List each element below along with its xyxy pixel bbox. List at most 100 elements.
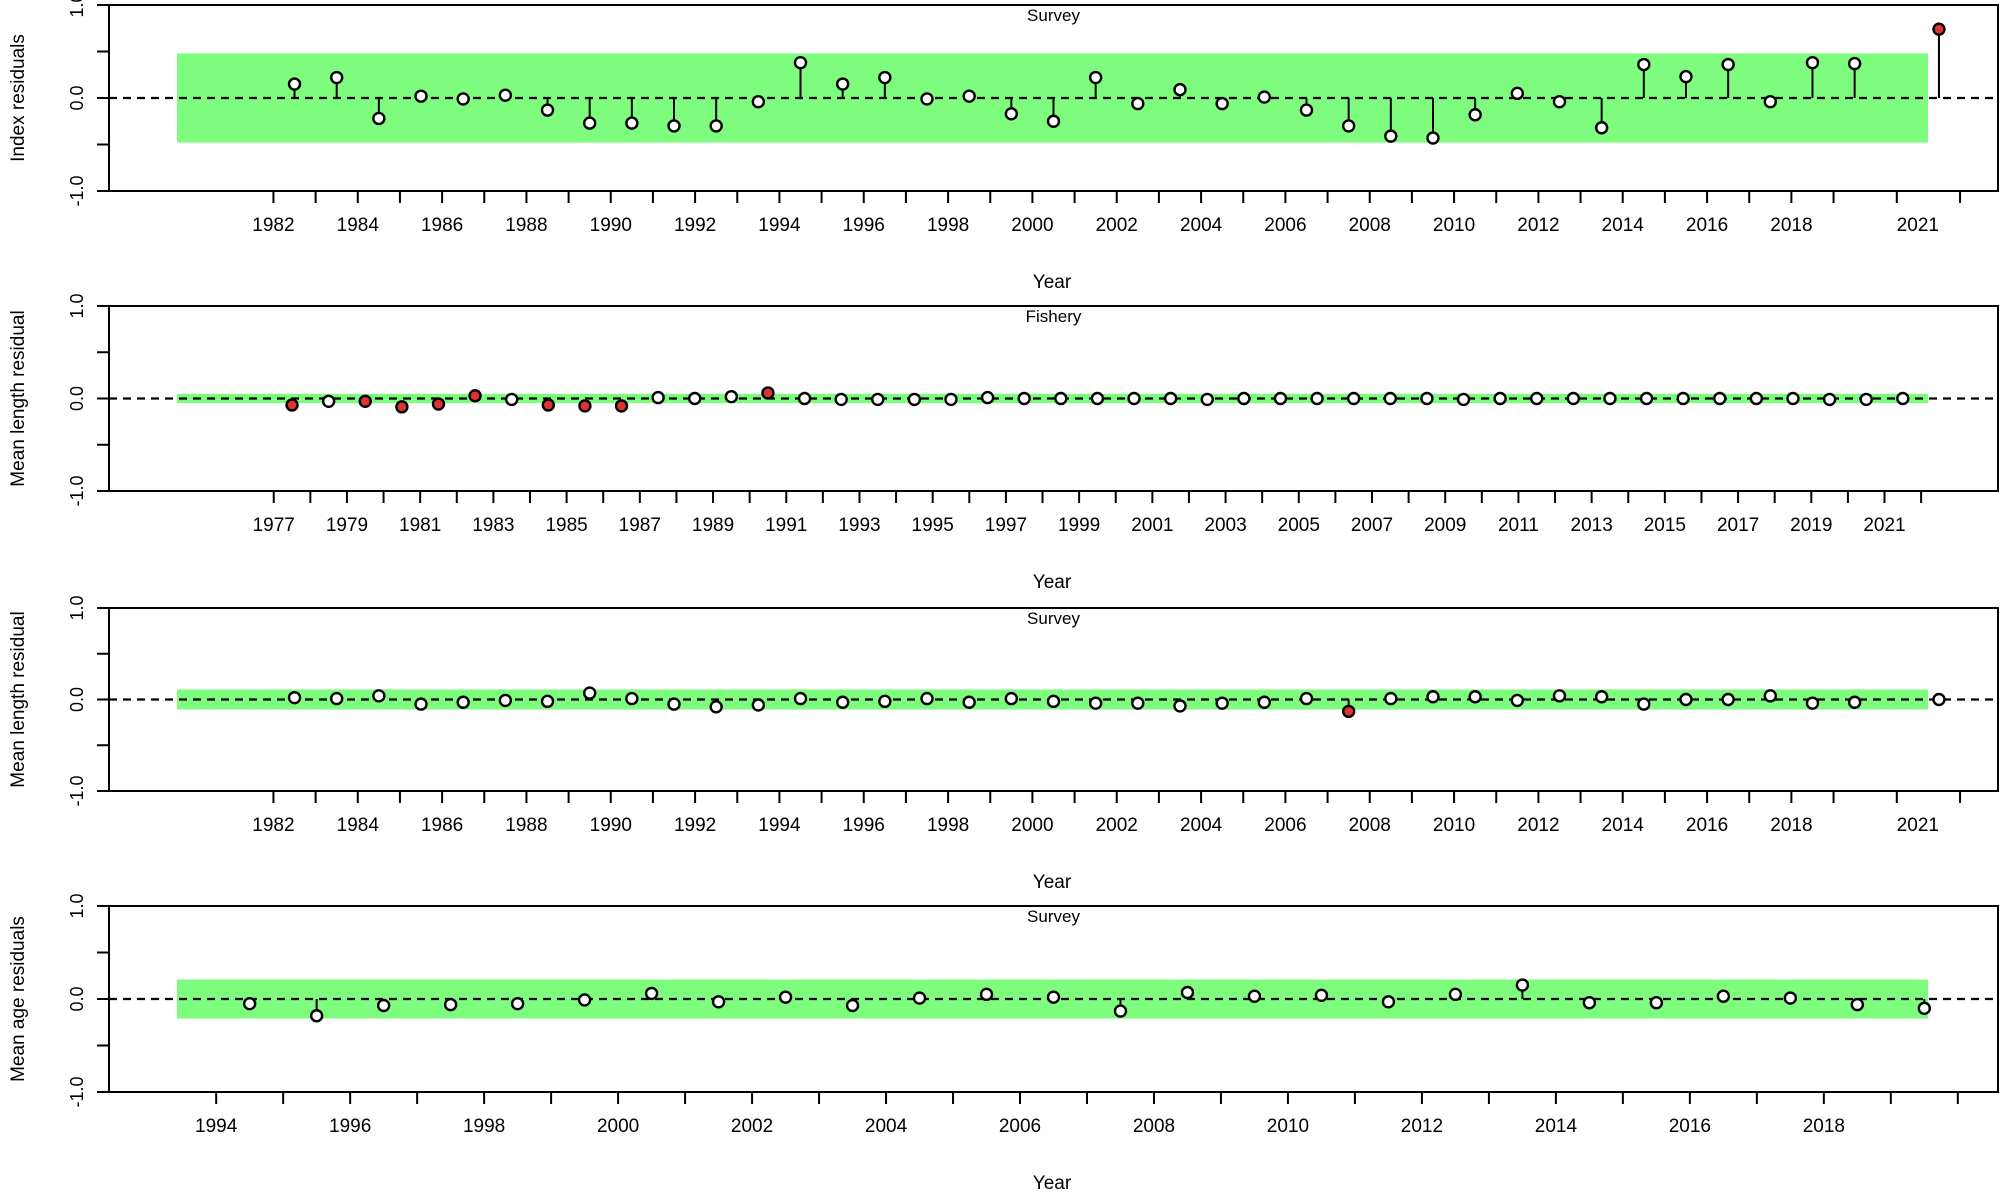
x-tick-label: 1992 [674, 815, 716, 836]
residual-point [1594, 121, 1609, 135]
residual-point [1180, 985, 1195, 1000]
x-tick-label: 2008 [1349, 815, 1391, 836]
y-tick-label: -1.0 [67, 475, 87, 506]
residual-point [1763, 95, 1778, 109]
x-tick-label: 1982 [252, 215, 294, 236]
y-tick-label: 0.0 [67, 386, 87, 411]
residual-point [321, 394, 336, 408]
residual-point [372, 689, 386, 703]
residual-point [1173, 699, 1187, 713]
residual-point [667, 119, 681, 133]
residual-point [1299, 691, 1314, 706]
residual-point [1721, 692, 1735, 707]
residual-point [1383, 391, 1397, 406]
x-tick-label: 2006 [1264, 215, 1306, 236]
residual-point [1896, 391, 1910, 406]
residual-point [1468, 690, 1482, 704]
residual-point [1676, 391, 1690, 406]
residual-point [1215, 696, 1229, 710]
residual-point [979, 987, 994, 1002]
residual-point [711, 995, 726, 1009]
x-tick-label: 1994 [758, 815, 801, 836]
residual-point [761, 386, 775, 400]
residual-point [1850, 997, 1865, 1012]
residual-point [329, 70, 344, 85]
x-tick-label: 2010 [1267, 1116, 1309, 1137]
residual-point [835, 695, 850, 709]
x-tick-label: 1995 [912, 515, 954, 536]
residual-point [1004, 691, 1019, 706]
x-tick-label: 2018 [1803, 1116, 1845, 1137]
x-tick-label: 2016 [1686, 215, 1728, 236]
x-tick-label: 2018 [1770, 215, 1812, 236]
x-tick-label: 1993 [838, 515, 880, 536]
residual-point [1346, 391, 1361, 406]
residual-point [1859, 392, 1873, 407]
x-tick-label: 1998 [927, 215, 969, 236]
residual-point [1046, 114, 1061, 128]
x-tick-label: 2005 [1278, 515, 1320, 536]
x-tick-label: 2021 [1897, 815, 1939, 836]
x-tick-label: 1996 [843, 215, 885, 236]
residual-point [1932, 692, 1946, 707]
x-tick-label: 2014 [1535, 1116, 1578, 1137]
residual-point [1381, 995, 1396, 1009]
residual-point [1468, 108, 1482, 122]
residual-point [1805, 55, 1820, 70]
residual-point [1515, 978, 1530, 992]
x-axis-label-3: Year [1033, 872, 1072, 893]
residual-point [920, 691, 934, 706]
residual-point [504, 392, 519, 407]
residual-point [1786, 391, 1800, 406]
x-axis-label-1: Year [1033, 272, 1072, 293]
residual-point [1341, 119, 1356, 133]
residual-point [1713, 391, 1727, 406]
residual-point [1200, 392, 1214, 407]
residual-point [1637, 57, 1651, 72]
x-tick-label: 1987 [619, 515, 661, 536]
residual-point [1552, 689, 1567, 703]
x-tick-label: 2009 [1424, 515, 1466, 536]
residual-point [1131, 696, 1145, 710]
residual-point [372, 111, 386, 126]
residual-point [1215, 96, 1229, 111]
y-tick-label: 1.0 [67, 595, 87, 620]
residual-point [1448, 987, 1463, 1002]
residual-point [1847, 695, 1862, 709]
x-tick-label: 2012 [1517, 815, 1559, 836]
x-tick-label: 1999 [1058, 515, 1100, 536]
x-tick-label: 1984 [337, 215, 380, 236]
residual-point [614, 399, 629, 413]
residual-point [709, 700, 723, 714]
x-tick-label: 1997 [985, 515, 1027, 536]
residual-point [578, 399, 592, 413]
x-tick-label: 1989 [692, 515, 734, 536]
residual-point [1257, 90, 1272, 104]
y-tick-label: 1.0 [67, 293, 87, 318]
residual-point [1257, 695, 1272, 709]
x-tick-label: 2006 [999, 1116, 1041, 1137]
residual-point [1639, 391, 1654, 406]
x-axis-label-4: Year [1033, 1173, 1072, 1194]
y-axis-label-2: Mean length residual [8, 310, 29, 486]
x-tick-label: 1986 [421, 815, 463, 836]
residual-point [1566, 391, 1581, 406]
residual-point [1637, 697, 1651, 711]
residual-point [1493, 391, 1507, 406]
residual-point [242, 996, 257, 1011]
y-tick-label: 0.0 [67, 986, 87, 1011]
residual-point [1510, 693, 1525, 708]
residual-point [1679, 692, 1693, 707]
residual-point [1649, 996, 1664, 1010]
residual-point [1420, 391, 1434, 406]
residual-point [1384, 129, 1398, 143]
x-tick-label: 2017 [1717, 515, 1759, 536]
residual-point [287, 690, 302, 705]
x-tick-label: 1998 [927, 815, 969, 836]
x-tick-label: 2018 [1770, 815, 1812, 836]
x-tick-label: 2019 [1790, 515, 1832, 536]
residual-point [443, 997, 458, 1012]
residual-point [285, 398, 299, 412]
residual-point [309, 1009, 324, 1023]
residual-point [1247, 989, 1262, 1003]
